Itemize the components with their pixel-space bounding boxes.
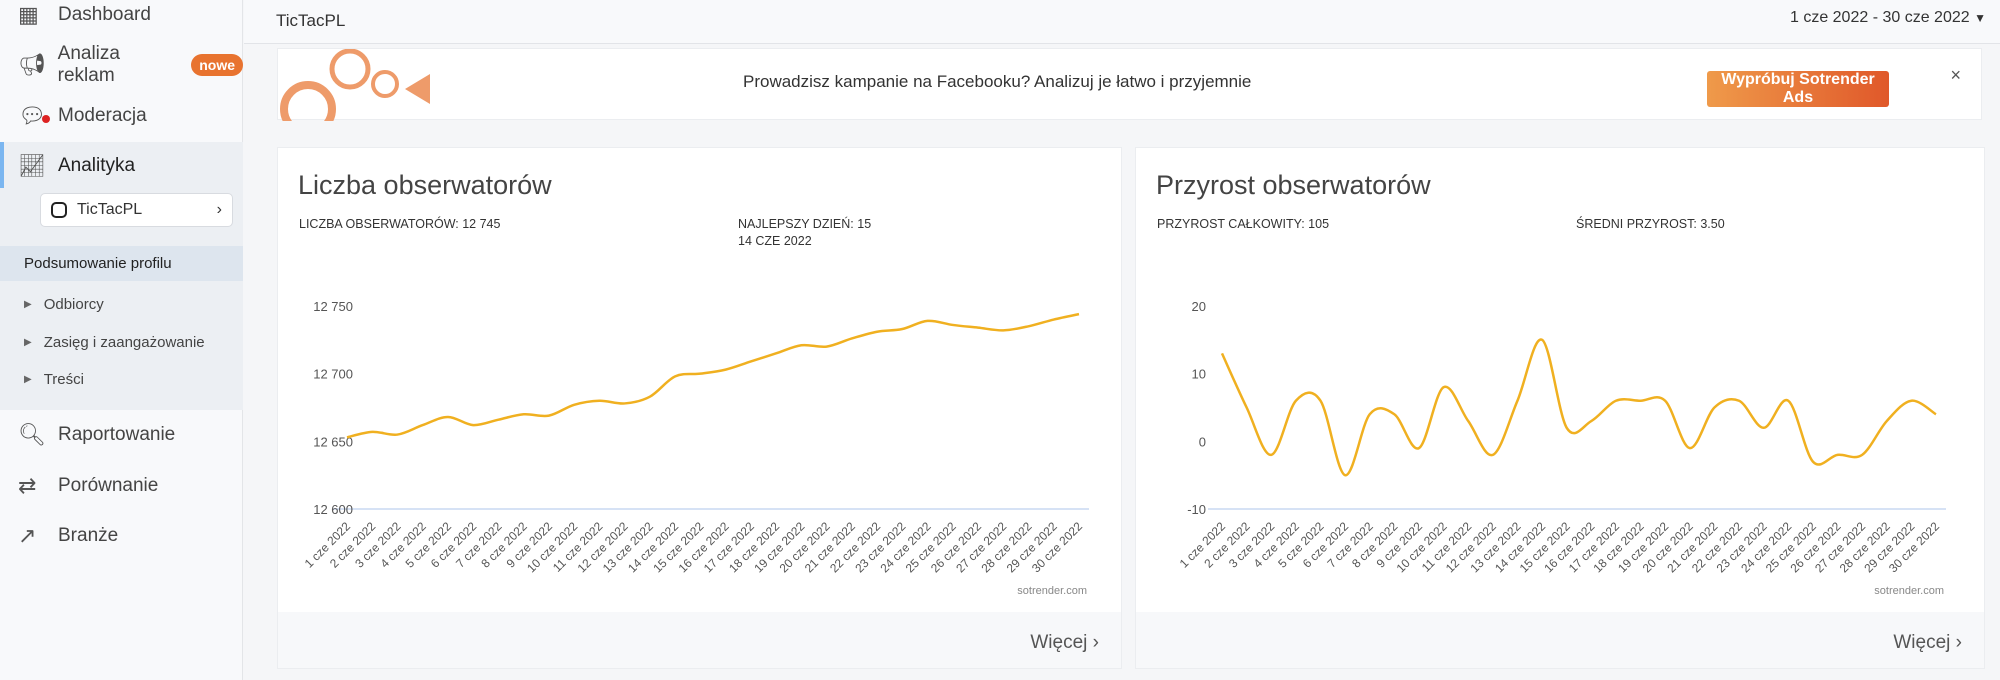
close-icon[interactable]: ×: [1950, 65, 1961, 85]
report-icon: 🔍︎: [18, 422, 46, 447]
chevron-right-icon: ›: [216, 201, 222, 218]
profile-selector[interactable]: TicTacPL ›: [40, 193, 233, 227]
y-tick-label: 10: [1192, 367, 1206, 382]
dropdown-arrow-icon: ▼: [1974, 11, 1986, 25]
nav-porownanie[interactable]: ⇄ Porównanie: [18, 473, 159, 498]
best-day: NAJLEPSZY DZIEŃ: 15 14 CZE 2022: [738, 217, 872, 248]
caret-right-icon: ▶: [24, 337, 32, 348]
credit-label: sotrender.com: [1874, 585, 1944, 597]
nav-dashboard[interactable]: ▦ Dashboard: [18, 2, 151, 27]
caret-right-icon: ▶: [24, 299, 32, 310]
more-link[interactable]: Więcej ›: [1893, 632, 1962, 653]
y-tick-label: 0: [1199, 434, 1206, 449]
date-range-picker[interactable]: 1 cze 2022 - 30 cze 2022 ▼: [1789, 9, 1986, 26]
card-title: Liczba obserwatorów: [298, 170, 552, 200]
y-tick-label: 12 650: [313, 434, 353, 449]
followers-count: LICZBA OBSERWATORÓW: 12 745: [299, 217, 501, 231]
banner-illustration: [280, 49, 430, 121]
megaphone-icon: 📢︎: [18, 52, 46, 77]
new-badge: nowe: [191, 54, 243, 76]
nav-branze[interactable]: ↗ Branże: [18, 523, 119, 548]
y-tick-label: 12 750: [313, 299, 353, 314]
subnav-zasieg[interactable]: ▶ Zasięg i zaangażowanie: [24, 334, 205, 351]
top-header: TicTacPL 1 cze 2022 - 30 cze 2022 ▼: [244, 0, 2000, 44]
series-line: [346, 312, 1080, 439]
analytics-icon: 📈︎: [18, 153, 46, 178]
average-growth: ŚREDNI PRZYROST: 3.50: [1576, 217, 1725, 231]
card-footer: Więcej ›: [278, 612, 1121, 668]
subnav-podsumowanie[interactable]: Podsumowanie profilu: [0, 246, 243, 281]
banner-text: Prowadzisz kampanie na Facebooku? Analiz…: [743, 72, 1252, 91]
growth-card: Przyrost obserwatorów PRZYROST CAŁKOWITY…: [1135, 147, 1985, 669]
subnav-odbiorcy[interactable]: ▶ Odbiorcy: [24, 296, 104, 313]
chevron-right-icon: ›: [1955, 632, 1962, 653]
nav-analiza-reklam[interactable]: 📢︎ Analiza reklam nowe: [0, 43, 243, 87]
total-growth: PRZYROST CAŁKOWITY: 105: [1157, 217, 1330, 231]
chevron-right-icon: ›: [1092, 632, 1099, 653]
analytics-section: 📈︎ Analityka TicTacPL › Podsumowanie profi…: [0, 142, 243, 410]
nav-analityka[interactable]: 📈︎ Analityka: [18, 153, 136, 178]
y-tick-label: -10: [1187, 502, 1206, 517]
instagram-icon: [51, 202, 67, 218]
subnav-tresci[interactable]: ▶ Treści: [24, 371, 84, 388]
y-tick-label: 12 700: [313, 367, 353, 382]
card-footer: Więcej ›: [1136, 612, 1984, 668]
caret-right-icon: ▶: [24, 374, 32, 385]
followers-card: Liczba obserwatorów LICZBA OBSERWATORÓW:…: [277, 147, 1122, 669]
nav-moderacja[interactable]: 💬︎ Moderacja: [18, 103, 147, 129]
dashboard-icon: ▦: [18, 2, 39, 27]
more-link[interactable]: Więcej ›: [1030, 632, 1099, 653]
series-line: [1220, 338, 1937, 477]
card-title: Przyrost obserwatorów: [1156, 170, 1431, 200]
y-tick-label: 20: [1192, 299, 1206, 314]
credit-label: sotrender.com: [1017, 585, 1087, 597]
trend-icon: ↗: [18, 523, 37, 548]
chat-icon: 💬︎: [18, 103, 58, 129]
try-sotrender-ads-button[interactable]: Wypróbuj Sotrender Ads: [1707, 71, 1889, 107]
nav-raportowanie[interactable]: 🔍︎ Raportowanie: [18, 422, 176, 447]
promo-banner: Prowadzisz kampanie na Facebooku? Analiz…: [277, 48, 1982, 121]
compare-icon: ⇄: [18, 473, 37, 498]
sidebar: ▦ Dashboard 📢︎ Analiza reklam nowe 💬︎ Modera…: [0, 0, 243, 680]
page-title: TicTacPL: [276, 11, 346, 30]
y-tick-label: 12 600: [313, 502, 353, 517]
